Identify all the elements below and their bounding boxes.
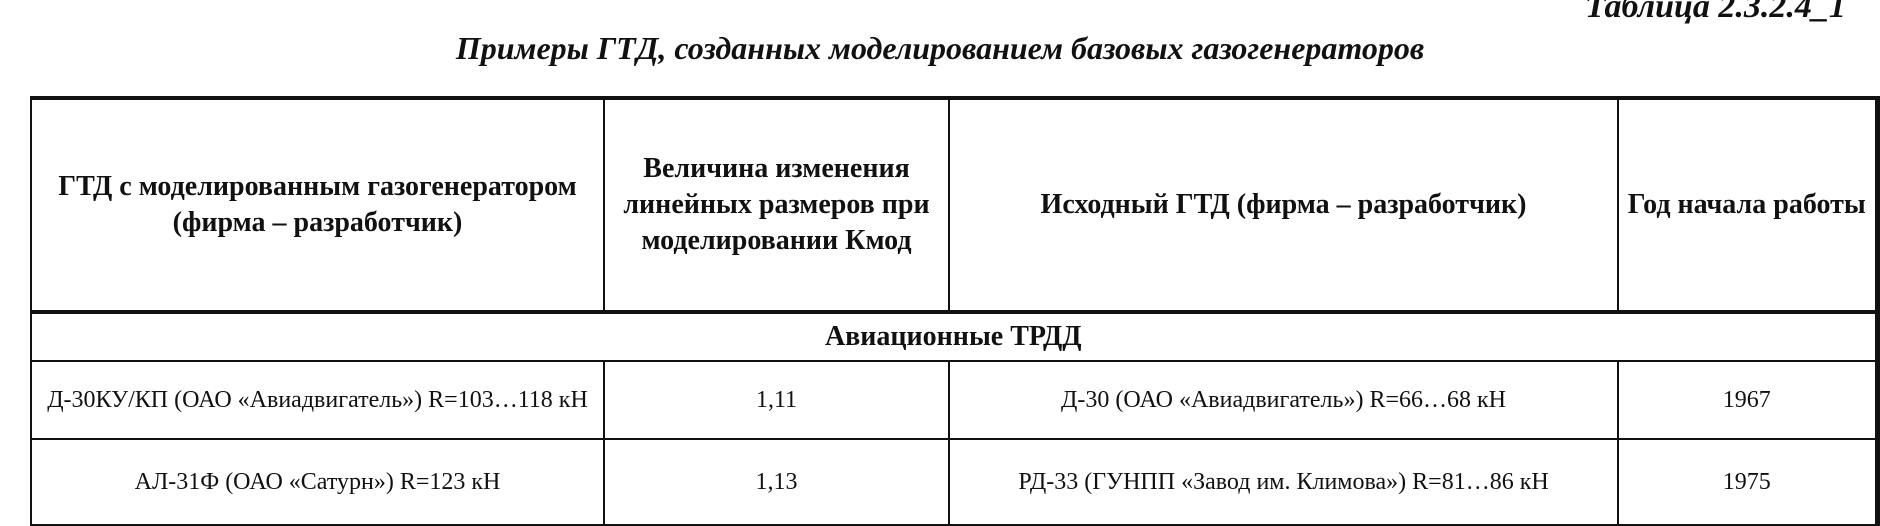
- cell-engine: АЛ-31Ф (ОАО «Сатурн») R=123 кН: [30, 438, 605, 526]
- table-row: Д-30КУ/КП (ОАО «Авиадвигатель») R=103…11…: [30, 360, 1880, 440]
- section-row: Авиационные ТРДД: [30, 310, 1880, 362]
- cell-base-engine: РД-33 (ГУНПП «Завод им. Климова») R=81…8…: [948, 438, 1619, 526]
- cell-engine: Д-30КУ/КП (ОАО «Авиадвигатель») R=103…11…: [30, 360, 605, 440]
- cell-year: 1975: [1617, 438, 1880, 526]
- section-label: Авиационные ТРДД: [30, 310, 1880, 362]
- cell-kmod: 1,11: [603, 360, 950, 440]
- header-row: ГТД с моделированным газогенератором (фи…: [30, 96, 1880, 313]
- cell-year: 1967: [1617, 360, 1880, 440]
- table-row: АЛ-31Ф (ОАО «Сатурн») R=123 кН 1,13 РД-3…: [30, 438, 1880, 526]
- header-engine: ГТД с моделированным газогенератором (фи…: [30, 96, 605, 313]
- table-caption: Таблица 2.3.2.4_1: [1585, 0, 1846, 25]
- table-title: Примеры ГТД, созданных моделированием ба…: [455, 30, 1425, 66]
- header-kmod: Величина изменения линейных размеров при…: [603, 96, 950, 313]
- engines-table: ГТД с моделированным газогенератором (фи…: [30, 96, 1880, 526]
- cell-base-engine: Д-30 (ОАО «Авиадвигатель») R=66…68 кН: [948, 360, 1619, 440]
- header-year: Год начала работы: [1617, 96, 1880, 313]
- cell-kmod: 1,13: [603, 438, 950, 526]
- header-base-engine: Исходный ГТД (фирма – разработчик): [948, 96, 1619, 313]
